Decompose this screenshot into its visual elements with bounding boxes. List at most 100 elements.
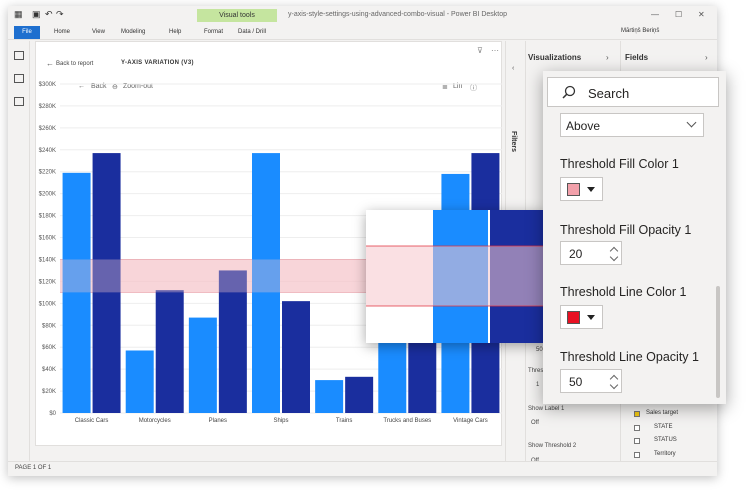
tab-modeling[interactable]: Modeling: [121, 29, 146, 35]
show-threshold-2: Show Threshold 2: [528, 443, 577, 449]
line-color-swatch: [567, 311, 580, 324]
visualizations-title: Visualizations: [528, 53, 582, 62]
position-dropdown[interactable]: Above: [560, 113, 704, 137]
report-view-icon[interactable]: [14, 51, 24, 60]
y-tick-label: $240K: [39, 148, 56, 154]
field-checkbox-territory[interactable]: [634, 452, 640, 458]
list-icon[interactable]: ≣: [442, 84, 448, 91]
fill-color-label: Threshold Fill Color 1: [560, 157, 679, 171]
data-view-icon[interactable]: [14, 74, 24, 83]
position-value: Above: [566, 119, 601, 133]
field-status[interactable]: STATUS: [654, 437, 677, 443]
powerbi-logo-icon: ▦: [14, 9, 23, 19]
y-tick-label: $200K: [39, 192, 56, 198]
tab-format[interactable]: Format: [204, 29, 224, 35]
bar: [282, 301, 310, 413]
search-placeholder: Search: [588, 86, 630, 101]
more-options-icon[interactable]: ⋯: [491, 46, 499, 55]
tab-view[interactable]: View: [92, 29, 105, 35]
spin-down-icon[interactable]: [609, 252, 619, 262]
zoom-icon[interactable]: ⊖: [112, 84, 118, 91]
fill-opacity-stepper[interactable]: 20: [560, 241, 622, 265]
fields-collapse-icon[interactable]: ›: [705, 53, 708, 62]
x-tick-label: Vintage Cars: [453, 418, 488, 424]
field-sales-target[interactable]: Sales target: [646, 410, 679, 416]
y-tick-label: $0: [49, 411, 56, 417]
view-nav: [8, 41, 30, 461]
line-opacity-value: 50: [569, 375, 583, 389]
field-territory[interactable]: Territory: [654, 451, 676, 457]
minimize-icon[interactable]: —: [651, 10, 659, 19]
info-icon[interactable]: ⓘ: [470, 85, 477, 92]
bar: [92, 153, 121, 413]
bar: [155, 290, 184, 413]
scrollbar[interactable]: [716, 286, 720, 398]
y-tick-label: $20K: [42, 389, 56, 395]
search-input[interactable]: Search: [547, 77, 719, 107]
status-bar: PAGE 1 OF 1: [8, 461, 717, 476]
back-arrow-small-icon[interactable]: ←: [78, 83, 85, 90]
value-1-partial: 1: [536, 382, 540, 388]
y-tick-label: $220K: [39, 170, 56, 176]
caret-down-icon: [587, 187, 595, 192]
x-tick-label: Trucks and Buses: [383, 418, 431, 424]
redo-icon[interactable]: ↷: [56, 9, 64, 19]
line-color-label: Threshold Line Color 1: [560, 285, 687, 299]
visual-title: Y-AXIS VARIATION (V3): [121, 60, 194, 66]
window-title: y-axis-style-settings-using-advanced-com…: [288, 11, 508, 18]
user-name: Mārtiņš Beriņš: [621, 28, 660, 34]
viz-collapse-icon[interactable]: ›: [606, 53, 609, 62]
filters-label[interactable]: Filters: [510, 131, 517, 153]
bar: [125, 350, 154, 413]
undo-icon[interactable]: ↶: [45, 9, 53, 19]
y-tick-label: $160K: [39, 236, 56, 242]
threshold-short-label: Thres: [528, 368, 544, 374]
filter-icon[interactable]: ⊽: [477, 46, 483, 55]
y-tick-label: $140K: [39, 257, 56, 263]
tab-home[interactable]: Home: [54, 29, 71, 35]
field-checkbox-sales-target[interactable]: [634, 411, 640, 417]
zoom-inset: [366, 210, 546, 343]
fill-color-picker[interactable]: [560, 177, 603, 201]
bar: [252, 153, 280, 413]
y-tick-label: $60K: [42, 345, 56, 351]
line-opacity-stepper[interactable]: 50: [560, 369, 622, 393]
close-icon[interactable]: ✕: [698, 10, 705, 19]
model-view-icon[interactable]: [14, 97, 24, 106]
scale-toggle[interactable]: Lin: [453, 83, 463, 90]
fields-title: Fields: [625, 53, 649, 62]
y-tick-label: $80K: [42, 323, 56, 329]
back-button[interactable]: Back: [91, 83, 107, 90]
page-info: PAGE 1 OF 1: [15, 465, 52, 471]
tab-help[interactable]: Help: [169, 29, 182, 35]
field-checkbox-state[interactable]: [634, 425, 640, 431]
fill-opacity-label: Threshold Fill Opacity 1: [560, 223, 692, 237]
maximize-icon[interactable]: ☐: [675, 10, 683, 19]
tab-data-drill[interactable]: Data / Drill: [238, 29, 267, 35]
x-tick-label: Ships: [273, 418, 288, 424]
caret-down-icon: [587, 315, 595, 320]
x-tick-label: Classic Cars: [75, 418, 109, 424]
y-tick-label: $100K: [39, 301, 56, 307]
spin-down-icon[interactable]: [609, 380, 619, 390]
zoom-out-button[interactable]: Zoom-out: [123, 83, 153, 90]
line-color-picker[interactable]: [560, 305, 603, 329]
back-arrow-icon[interactable]: ←: [46, 59, 54, 68]
field-state[interactable]: STATE: [654, 424, 673, 430]
value-50-partial: 50: [536, 347, 543, 353]
format-pane-popup: Search Above Threshold Fill Color 1 Thre…: [543, 71, 726, 404]
visual-tools-tab: Visual tools: [197, 9, 277, 22]
y-tick-label: $300K: [39, 82, 56, 88]
x-tick-label: Trains: [336, 418, 352, 424]
tab-file[interactable]: File: [14, 26, 40, 39]
y-tick-label: $180K: [39, 214, 56, 220]
field-checkbox-status[interactable]: [634, 438, 640, 444]
search-icon: [562, 85, 576, 99]
bar: [62, 172, 91, 413]
back-to-report-link[interactable]: Back to report: [56, 61, 94, 67]
zoom-threshold-band: [366, 246, 546, 306]
line-opacity-label: Threshold Line Opacity 1: [560, 350, 699, 364]
collapse-icon[interactable]: ‹: [512, 65, 515, 72]
toggle-off-1[interactable]: Off: [531, 420, 539, 426]
save-icon[interactable]: ▣: [32, 9, 41, 19]
